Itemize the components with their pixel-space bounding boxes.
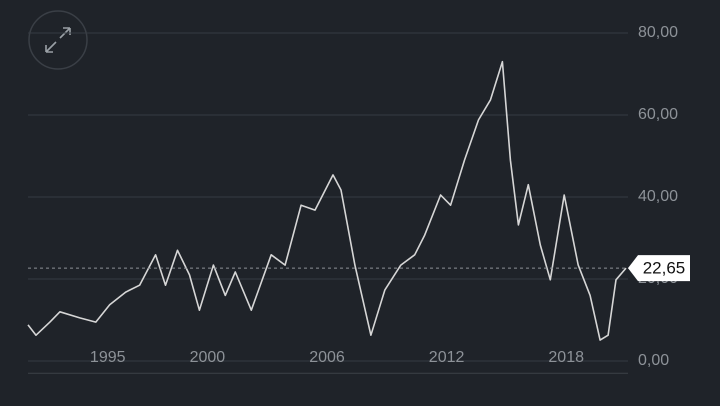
y-tick-label: 40,00: [638, 188, 678, 205]
expand-icon[interactable]: [45, 27, 71, 53]
y-tick-label: 60,00: [638, 106, 678, 123]
x-tick-label: 2012: [429, 349, 465, 366]
expand-circle[interactable]: [28, 10, 88, 70]
x-tick-label: 2000: [190, 349, 226, 366]
expand-button[interactable]: [28, 10, 88, 70]
current-value-badge: [628, 255, 690, 282]
price-line: [27, 60, 627, 341]
y-tick-label: 0,00: [638, 352, 669, 369]
x-tick-label: 2006: [309, 349, 345, 366]
x-tick-label: 1995: [90, 349, 126, 366]
x-tick-label: 2018: [548, 349, 584, 366]
current-value-label: 22,65: [643, 259, 686, 278]
y-tick-label: 80,00: [638, 24, 678, 41]
